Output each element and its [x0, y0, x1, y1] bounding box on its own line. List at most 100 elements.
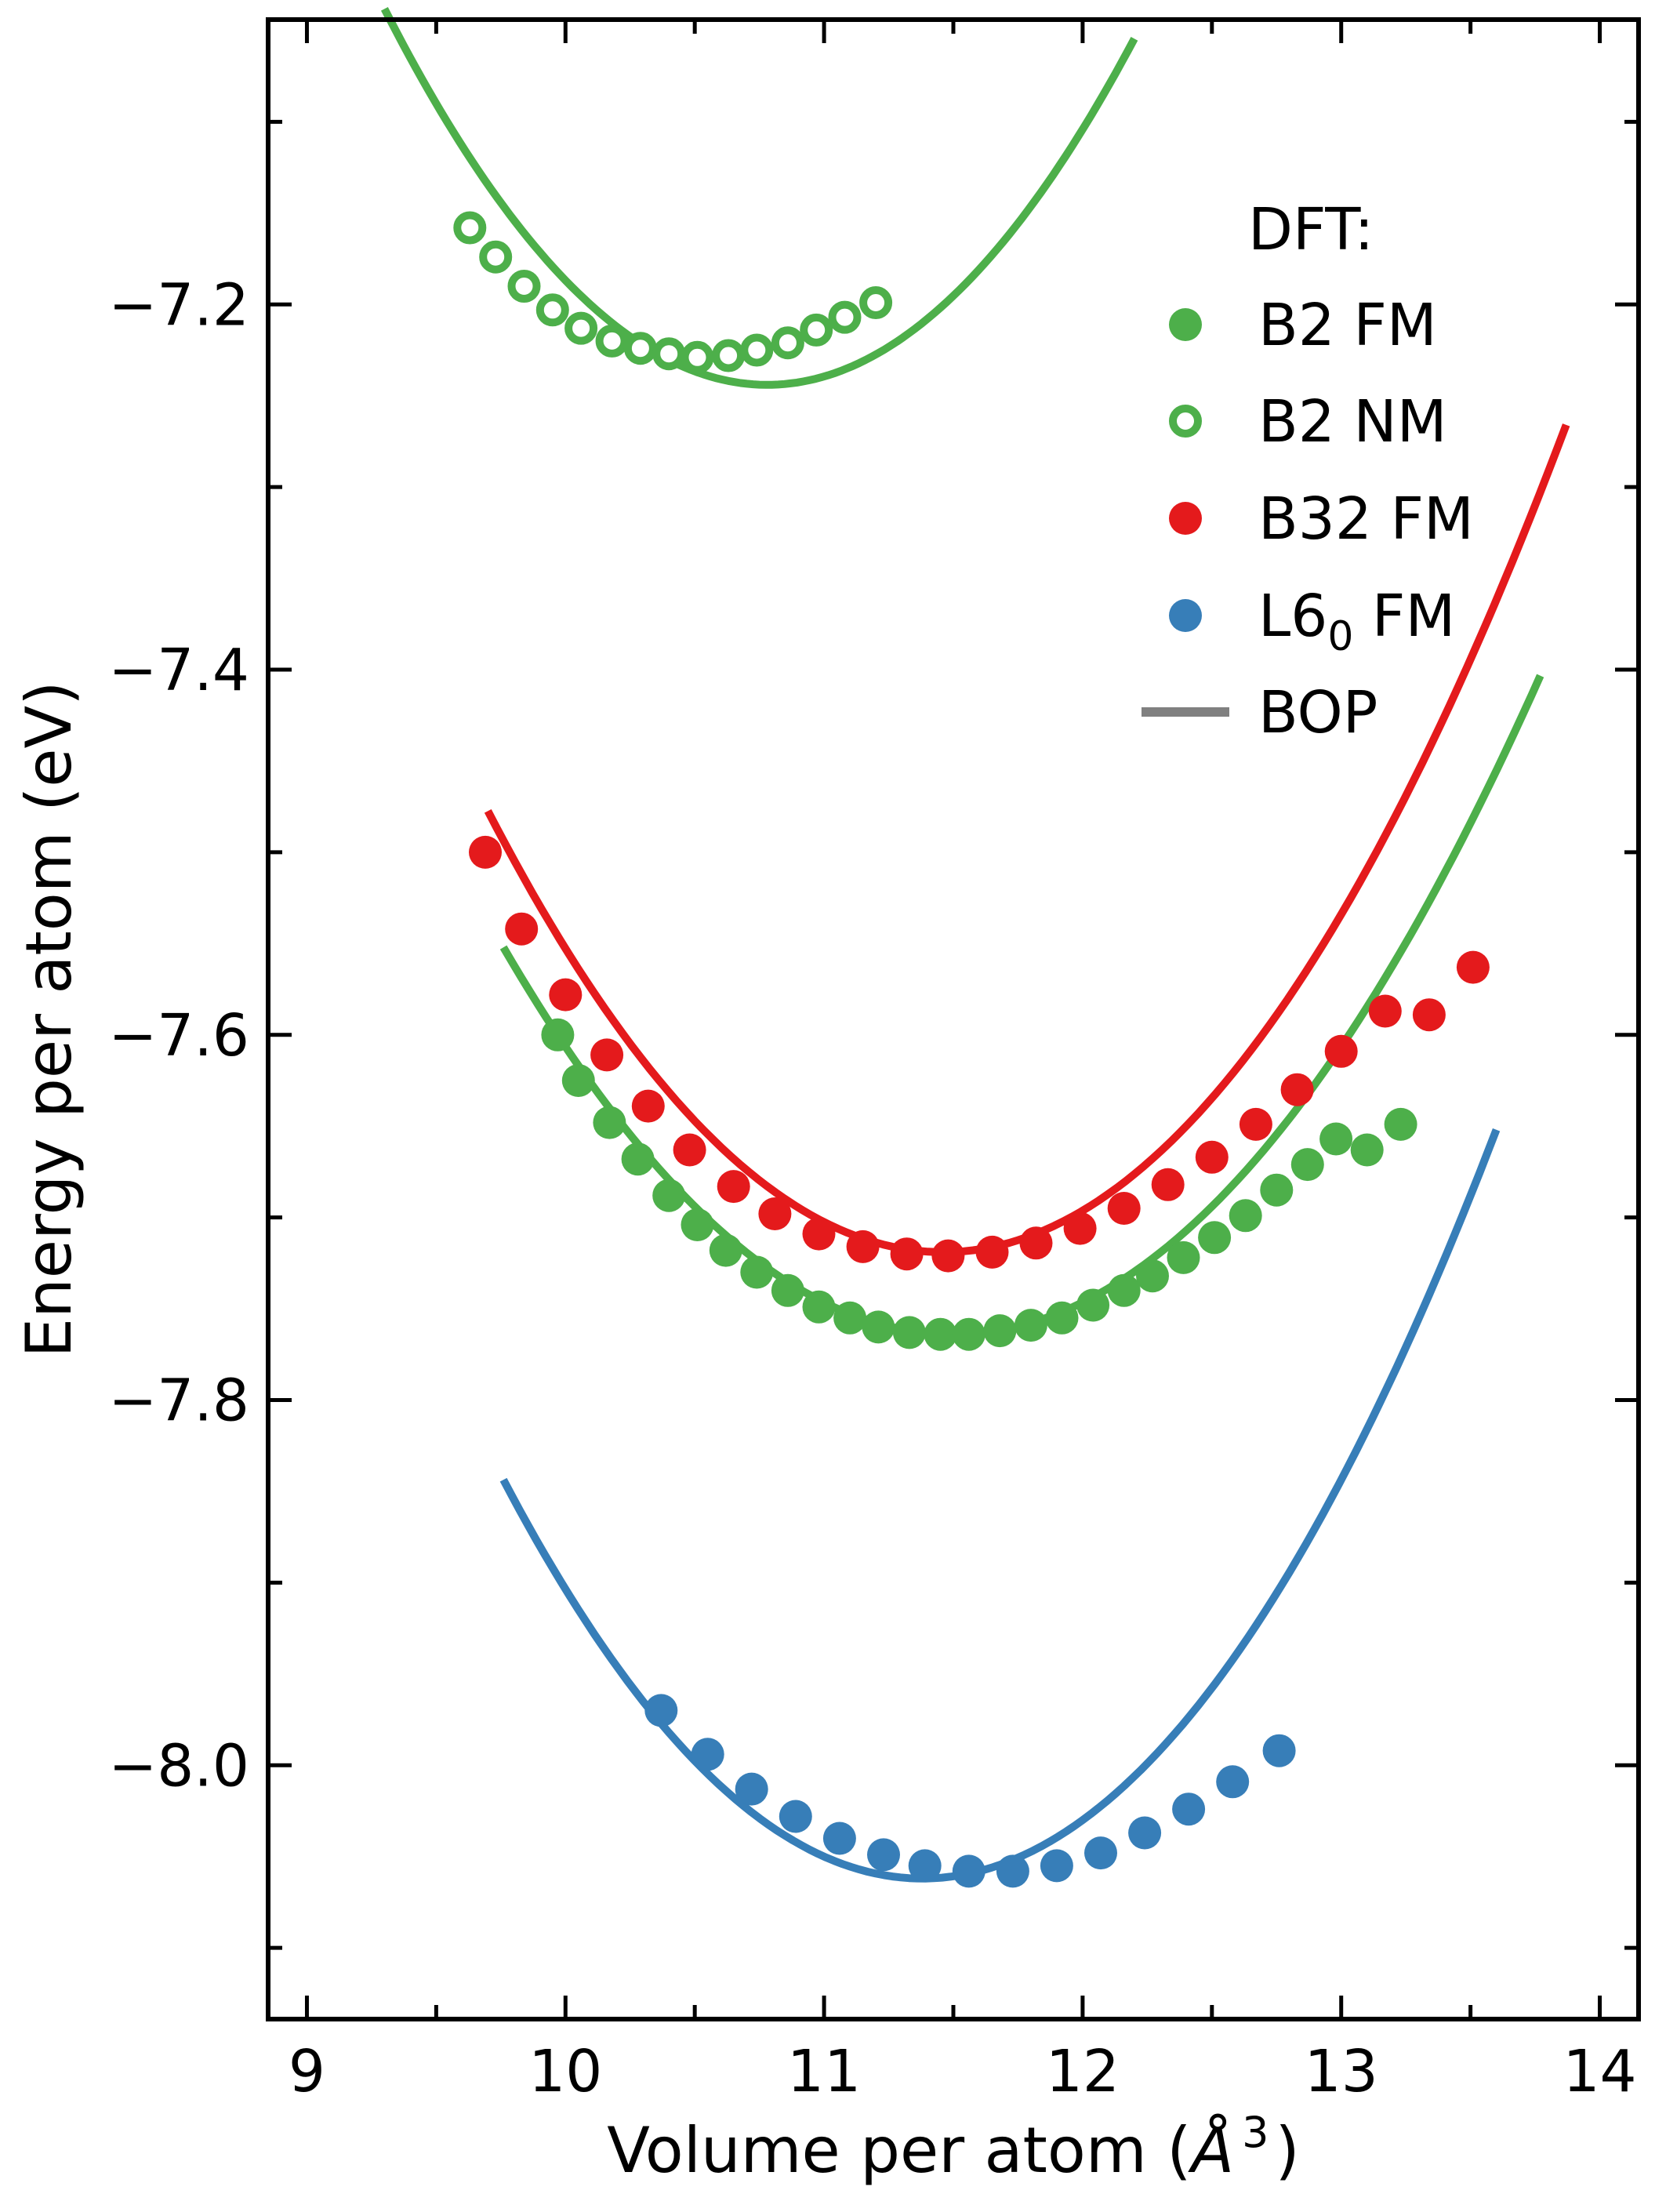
data-point: [644, 1694, 678, 1727]
y-axis-label: Energy per atom (eV): [13, 681, 85, 1358]
legend: DFT: B2 FM B2 NM B32 FM L60 FM BOP: [1142, 196, 1474, 746]
data-point: [564, 311, 598, 345]
data-point: [862, 1310, 895, 1344]
data-point: [996, 1854, 1029, 1888]
x-tick-labels: 9 10 11 12 13 14: [289, 2038, 1637, 2105]
series-b2-nm-dft: [453, 211, 893, 374]
data-point: [549, 978, 583, 1012]
legend-label-b2-fm: B2 FM: [1258, 292, 1437, 359]
data-point: [740, 1255, 774, 1289]
x-tick-label: 14: [1563, 2038, 1636, 2105]
data-point: [681, 1208, 714, 1241]
data-point: [479, 240, 513, 274]
data-point: [1456, 950, 1490, 984]
data-point: [1014, 1309, 1047, 1342]
x-axis-label-text: Volume per atom (: [607, 2114, 1191, 2187]
curve-b2-nm-bop: [380, 7, 1138, 389]
data-point: [1151, 1168, 1185, 1201]
data-point: [621, 1142, 655, 1176]
data-point: [1128, 1816, 1162, 1850]
data-point: [758, 1197, 792, 1230]
data-point: [952, 1317, 985, 1351]
plot-frame: [266, 17, 1641, 2021]
data-point: [673, 1133, 706, 1167]
plot-area: [380, 7, 1570, 1888]
data-point: [652, 337, 686, 371]
data-point: [892, 1316, 926, 1349]
data-point: [924, 1317, 957, 1351]
data-point: [1384, 1107, 1417, 1141]
data-point: [1412, 998, 1446, 1032]
data-point: [1260, 1173, 1294, 1207]
data-point: [1136, 1259, 1169, 1293]
data-point: [681, 340, 714, 374]
y-tick-label: −7.2: [108, 271, 249, 339]
data-point: [822, 1822, 856, 1855]
data-point: [535, 293, 569, 327]
x-tick-label: 12: [1046, 2038, 1120, 2105]
data-point: [1084, 1836, 1117, 1870]
x-tick-label: 9: [289, 2038, 325, 2105]
data-point: [1167, 1240, 1200, 1274]
x-tick-label: 11: [787, 2038, 861, 2105]
data-point: [1063, 1211, 1097, 1245]
data-point: [717, 1170, 750, 1204]
data-point: [1172, 1792, 1206, 1826]
data-point: [453, 211, 487, 245]
data-point: [1198, 1221, 1232, 1255]
data-point: [1216, 1765, 1250, 1799]
legend-title: DFT:: [1248, 196, 1374, 263]
data-point: [779, 1800, 812, 1833]
y-tick-label: −7.6: [108, 1002, 249, 1070]
data-point: [908, 1849, 942, 1883]
data-point: [1045, 1301, 1079, 1335]
data-point: [1195, 1140, 1229, 1174]
y-tick-label: −8.0: [108, 1732, 249, 1800]
data-point: [735, 1772, 768, 1806]
data-point: [631, 1089, 665, 1123]
x-axis-label-unit: Å: [1187, 2113, 1234, 2187]
data-point: [859, 286, 893, 319]
data-point: [1229, 1199, 1262, 1233]
data-point: [1019, 1226, 1053, 1260]
data-point: [709, 1233, 742, 1267]
data-point: [931, 1239, 965, 1273]
data-point: [561, 1064, 595, 1097]
data-point: [652, 1179, 686, 1212]
legend-label-l60-subscript: 0: [1327, 613, 1353, 660]
data-point: [975, 1235, 1009, 1269]
legend-label-bop: BOP: [1258, 679, 1377, 746]
data-point: [1107, 1273, 1141, 1307]
data-point: [623, 332, 657, 365]
data-point: [1040, 1849, 1073, 1883]
legend-marker-b32-fm: [1169, 502, 1202, 535]
data-point: [691, 1738, 724, 1771]
data-point: [595, 324, 629, 358]
data-point: [1076, 1288, 1110, 1322]
x-tick-label: 13: [1305, 2038, 1378, 2105]
data-point: [593, 1106, 626, 1139]
data-point: [867, 1838, 900, 1872]
x-tick-label: 10: [528, 2038, 602, 2105]
legend-marker-b2-nm: [1169, 405, 1202, 438]
data-point: [833, 1301, 867, 1335]
legend-label-l60-tail: FM: [1353, 583, 1455, 650]
data-point: [1262, 1734, 1296, 1767]
data-point: [1319, 1122, 1353, 1156]
data-point: [828, 300, 862, 334]
series-b32-fm-dft: [469, 835, 1490, 1273]
data-point: [846, 1229, 880, 1263]
data-point: [771, 1273, 804, 1307]
series-b2-fm-dft: [541, 1018, 1417, 1351]
data-point: [469, 835, 502, 869]
data-point: [952, 1854, 985, 1888]
legend-label-l60-main: L6: [1258, 583, 1327, 650]
data-point: [890, 1237, 924, 1271]
x-axis-label-close: ): [1276, 2114, 1300, 2187]
data-point: [1368, 994, 1402, 1028]
legend-marker-b2-fm: [1169, 308, 1202, 341]
y-tick-labels: −8.0 −7.8 −7.6 −7.4 −7.2: [108, 271, 249, 1800]
data-point: [590, 1038, 624, 1072]
data-point: [541, 1018, 575, 1052]
